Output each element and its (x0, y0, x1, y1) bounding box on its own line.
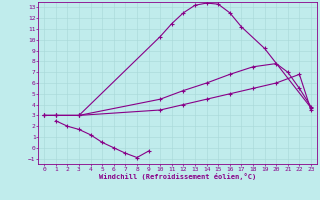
X-axis label: Windchill (Refroidissement éolien,°C): Windchill (Refroidissement éolien,°C) (99, 173, 256, 180)
